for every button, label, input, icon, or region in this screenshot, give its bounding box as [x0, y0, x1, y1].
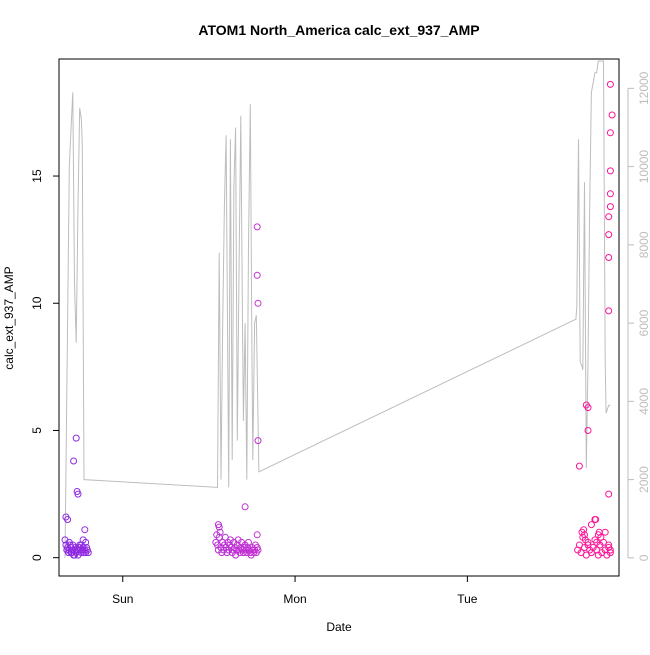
data-point-93: [254, 546, 262, 554]
data-point-121: [606, 549, 614, 557]
data-point-43: [74, 546, 82, 554]
data-point-140: [606, 546, 614, 554]
data-point-31: [70, 457, 78, 465]
data-point-150: [608, 111, 616, 119]
x-tick-label-0: Sun: [112, 592, 133, 606]
data-point-126: [584, 541, 592, 549]
data-point-34: [74, 490, 82, 498]
data-point-137: [593, 538, 601, 546]
y-tick-label-2: 10: [30, 296, 44, 310]
data-point-97: [253, 531, 261, 539]
data-point-27: [84, 549, 92, 557]
data-point-95: [215, 533, 223, 541]
data-point-96: [241, 503, 249, 511]
x-tick-label-1: Mon: [283, 592, 306, 606]
data-point-40: [65, 538, 73, 546]
data-point-127: [587, 521, 595, 529]
y-tick-label-0: 0: [30, 554, 44, 561]
x-tick-label-2: Tue: [457, 592, 478, 606]
data-point-98: [254, 437, 262, 445]
data-point-149: [606, 129, 614, 137]
data-point-29: [64, 516, 72, 523]
data-point-131: [597, 533, 605, 541]
y-tick-label-3: 15: [30, 169, 44, 183]
y2-tick-label-6: 12000: [637, 71, 650, 105]
y-axis-right: 0 2000 4000 6000 8000 10000 12000: [627, 71, 650, 561]
data-point-42: [71, 551, 78, 559]
data-point-99: [254, 299, 262, 307]
data-point-32: [72, 434, 80, 442]
data-point-134: [584, 404, 592, 412]
data-point-100: [253, 271, 261, 279]
data-point-136: [591, 516, 599, 523]
y2-tick-label-5: 10000: [637, 150, 650, 184]
x-axis: Sun Mon Tue: [112, 576, 478, 606]
point-series: [61, 80, 616, 559]
data-point-148: [606, 167, 614, 175]
data-point-94: [214, 521, 222, 529]
data-point-123: [580, 526, 588, 534]
data-point-124: [581, 531, 588, 539]
data-point-139: [605, 541, 613, 549]
chart-title: ATOM1 North_America calc_ext_937_AMP: [198, 22, 479, 38]
data-point-143: [605, 254, 613, 261]
plot-frame: [58, 58, 620, 577]
line-series: [64, 60, 611, 558]
y2-tick-label-2: 4000: [637, 388, 650, 415]
data-point-82: [245, 538, 252, 546]
data-point-147: [606, 203, 614, 211]
data-point-132: [575, 462, 583, 470]
y2-tick-label-4: 8000: [637, 231, 650, 258]
y-axis-left: 0 5 10 15: [30, 169, 59, 561]
y2-tick-label-3: 6000: [637, 309, 650, 336]
data-point-141: [605, 490, 613, 498]
data-point-145: [605, 213, 613, 221]
data-point-101: [253, 223, 261, 231]
data-point-135: [584, 427, 592, 434]
data-point-146: [606, 190, 614, 198]
y2-tick-label-1: 2000: [637, 466, 650, 493]
data-point-144: [605, 231, 613, 239]
data-point-39: [79, 536, 87, 544]
data-point-49: [216, 528, 224, 536]
data-point-37: [81, 526, 89, 534]
y-axis-label: calc_ext_937_AMP: [2, 266, 16, 369]
data-point-151: [606, 80, 614, 88]
data-point-138: [601, 528, 609, 536]
data-point-142: [605, 307, 613, 315]
x-axis-label: Date: [326, 620, 352, 634]
y2-tick-label-0: 0: [637, 554, 650, 561]
y-tick-label-1: 5: [30, 427, 44, 434]
line-series-path: [64, 60, 611, 558]
